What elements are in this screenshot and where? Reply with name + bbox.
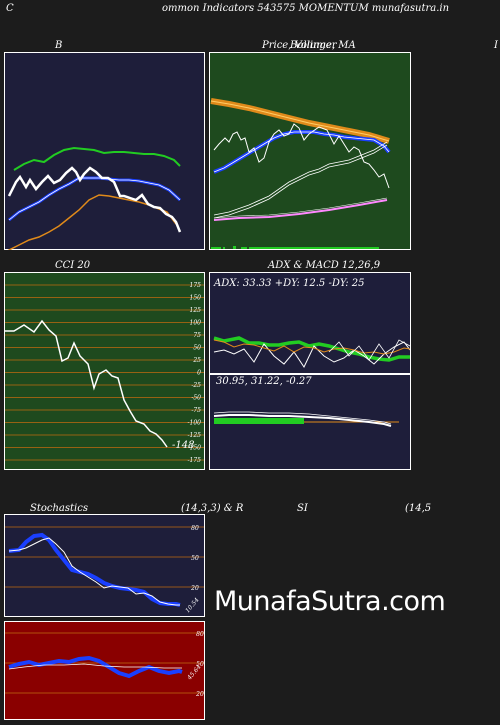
adx-values: ADX: 33.33 +DY: 12.5 -DY: 25	[213, 278, 365, 289]
cci-tick-label: 150	[190, 295, 202, 302]
bollinger-price-line	[7, 166, 182, 233]
price-moving-average-blue-edge	[213, 131, 390, 173]
cci-tick-label: -75	[191, 407, 201, 414]
cci-title: CCI 20	[55, 260, 91, 271]
adx-panel: ADX: 33.33 +DY: 12.5 -DY: 25	[209, 272, 411, 374]
rsi-panel: 80 50 20 45.64	[4, 621, 205, 720]
stoch-tick-label: 50	[191, 555, 199, 562]
bollinger-middle-band-edge	[8, 177, 181, 221]
adx-background	[209, 272, 411, 374]
macd-signal-line	[213, 411, 392, 425]
stoch-k-line	[8, 532, 181, 607]
corner-right-label: I	[494, 40, 498, 51]
price-panel	[209, 52, 411, 250]
bollinger-upper-band	[13, 146, 181, 171]
volume-bar	[241, 247, 247, 249]
cci-tick-label: 175	[190, 282, 202, 289]
cci-tick-label: 0	[197, 370, 201, 377]
minus-di-line-2	[328, 339, 411, 361]
bollinger-panel	[4, 52, 205, 250]
cci-tick-label: -100	[188, 420, 202, 427]
rsi-tick-label: 50	[196, 661, 204, 668]
cci-grid: 175 150 125 100 75 50 25 0 -25 -50 -75 -100 -125 -150…	[5, 282, 204, 464]
adx-line	[213, 336, 410, 362]
stoch-tick-label: 20	[190, 585, 199, 592]
cci-panel: 175 150 125 100 75 50 25 0 -25 -50 -75 -100 -125 -150…	[4, 272, 205, 470]
volume-bar	[223, 247, 225, 249]
macd-panel: 30.95, 31.22, -0.27	[209, 374, 411, 470]
cci-tick-label: 125	[190, 307, 202, 314]
cci-tick-label: -25	[191, 382, 201, 389]
volume-bar	[211, 247, 221, 249]
price-close-line	[213, 123, 390, 189]
cci-tick-label: -175	[188, 457, 202, 464]
price-lower-band	[213, 199, 388, 221]
corner-left-label: C	[6, 3, 14, 14]
bollinger-title: B	[55, 40, 63, 51]
minus-di-line	[213, 339, 411, 355]
rsi-tick-label: 20	[195, 691, 204, 698]
cci-tick-label: -50	[191, 395, 201, 402]
cci-line	[5, 319, 168, 448]
stoch-panel: 80 50 20 10.54	[4, 514, 205, 617]
watermark: MunafaSutra.com	[214, 586, 446, 617]
stoch-title: Stochastics	[30, 503, 88, 514]
stoch-params: (14,3,3) & R	[181, 503, 244, 514]
adx-title: ADX & MACD 12,26,9	[268, 260, 381, 271]
rsi-line	[8, 655, 183, 679]
macd-values: 30.95, 31.22, -0.27	[216, 376, 312, 387]
cci-tick-label: 75	[193, 332, 201, 339]
price-title: Price, Volume, MA	[262, 40, 356, 51]
price-background	[209, 52, 411, 250]
rsi-average-line	[8, 663, 182, 670]
macd-line	[213, 414, 392, 427]
volume-bar	[233, 246, 236, 249]
rsi-background	[4, 621, 205, 720]
macd-histogram	[214, 418, 304, 424]
rsi-title: SI	[297, 503, 308, 514]
rsi-tick-label: 80	[196, 631, 204, 638]
page-title: ommon Indicators 543575 MOMENTUM munafas…	[162, 3, 450, 14]
cci-tick-label: -150	[188, 445, 202, 452]
cci-tick-label: 25	[192, 357, 201, 364]
price-moving-average-white	[213, 141, 388, 216]
rsi-params: (14,5	[405, 503, 432, 514]
plus-di-line	[213, 341, 411, 369]
price-overlay-title: Bollinger	[290, 40, 337, 51]
stoch-background	[4, 514, 205, 617]
cci-tick-label: 50	[193, 345, 201, 352]
price-upper-band-core	[210, 100, 390, 142]
price-lower-band-edge	[213, 197, 388, 219]
cci-tick-label: 100	[190, 320, 202, 327]
cci-tick-label: -125	[188, 432, 202, 439]
stoch-tick-label: 80	[191, 525, 199, 532]
volume-bar	[249, 247, 379, 249]
cci-last-value: -148	[172, 440, 194, 451]
price-moving-average-white-2	[213, 144, 388, 219]
stoch-d-line	[8, 537, 180, 606]
